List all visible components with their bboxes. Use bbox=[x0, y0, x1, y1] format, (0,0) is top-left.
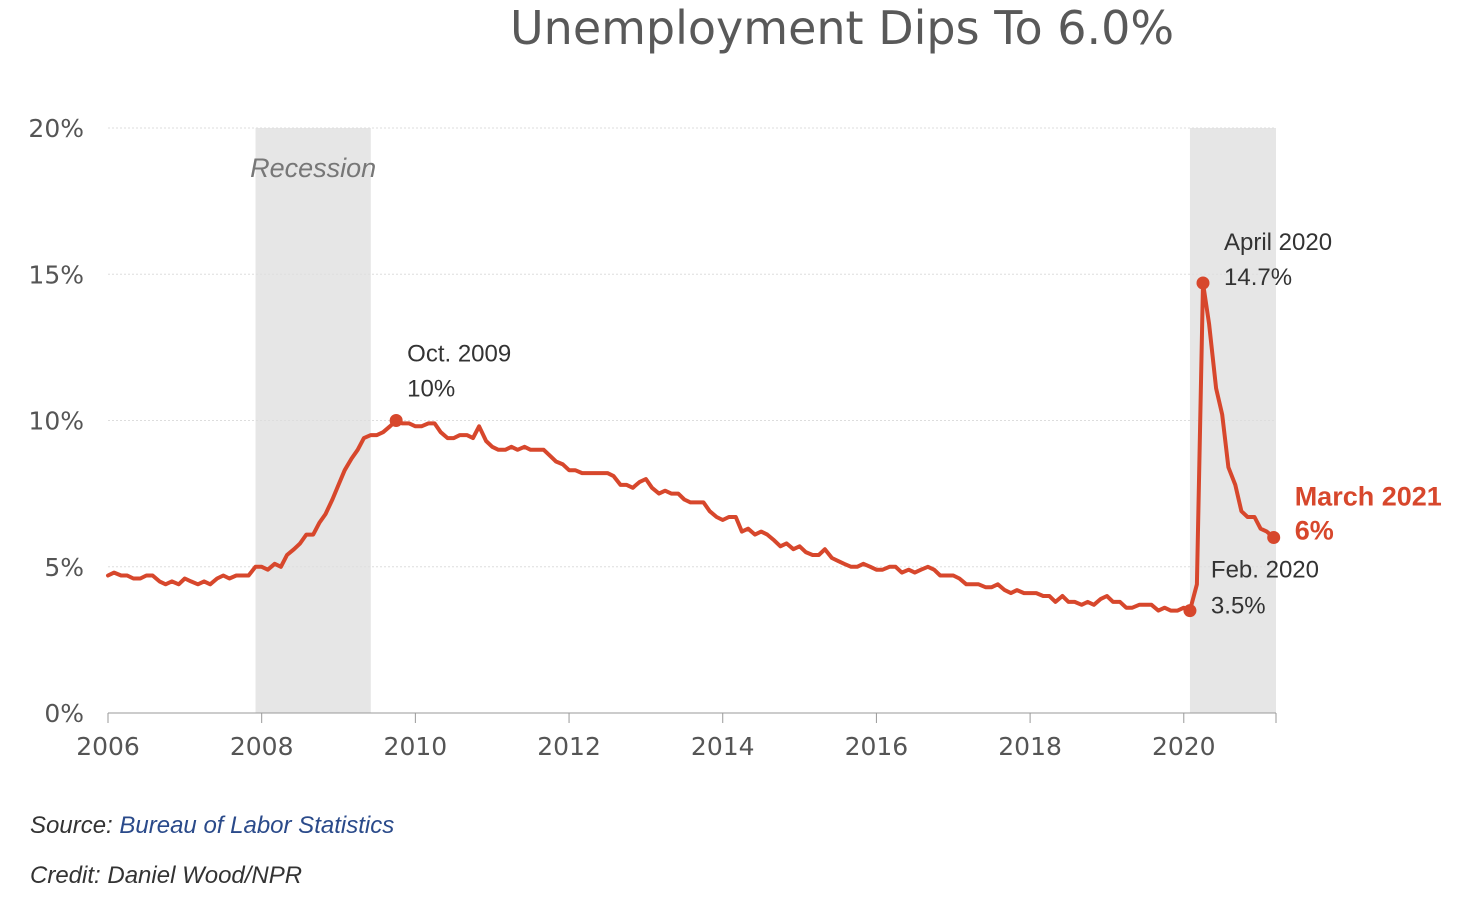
annotation-label: 14.7% bbox=[1224, 264, 1292, 291]
x-tick-label: 2012 bbox=[537, 732, 601, 761]
annotation-label: March 2021 bbox=[1295, 482, 1442, 512]
y-tick-label: 10% bbox=[28, 407, 84, 436]
y-tick-label: 20% bbox=[28, 114, 84, 143]
source-line: Source: Bureau of Labor Statistics bbox=[30, 812, 394, 840]
annotation-label: Oct. 2009 bbox=[407, 341, 511, 368]
credit-line: Credit: Daniel Wood/NPR bbox=[30, 862, 303, 889]
annotation-marker bbox=[1183, 604, 1197, 618]
chart-title: Unemployment Dips To 6.0% bbox=[510, 1, 1174, 55]
annotation-marker bbox=[1267, 531, 1281, 544]
gridlines bbox=[108, 127, 1276, 568]
x-tick-label: 2006 bbox=[76, 732, 140, 761]
x-tick-label: 2020 bbox=[1152, 732, 1216, 761]
source-link[interactable]: Bureau of Labor Statistics bbox=[119, 812, 395, 839]
series-lines bbox=[106, 281, 1276, 613]
y-tick-label: 15% bbox=[28, 260, 84, 289]
annotation-label: 3.5% bbox=[1211, 593, 1266, 620]
x-tick-label: 2018 bbox=[998, 732, 1062, 761]
annotation-label: 10% bbox=[407, 376, 455, 403]
y-tick-label: 0% bbox=[44, 699, 84, 728]
x-tick-label: 2010 bbox=[384, 732, 448, 761]
annotation-label: 6% bbox=[1295, 516, 1334, 546]
y-tick-label: 5% bbox=[44, 553, 84, 582]
x-tick-label: 2016 bbox=[845, 732, 909, 761]
x-tick-label: 2008 bbox=[230, 732, 294, 761]
series-line bbox=[106, 281, 1276, 613]
chart: Unemployment Dips To 6.0% Recession 0% 5%… bbox=[28, 1, 1442, 761]
annotation-marker bbox=[389, 414, 403, 427]
annotation-marker bbox=[1196, 276, 1210, 290]
axes: 0% 5% 10% 15% 20% 2006 2008 2010 2012 2014 2016 201… bbox=[28, 114, 1277, 761]
source-label: Source: bbox=[30, 812, 120, 839]
recession-label: Recession bbox=[250, 153, 376, 183]
annotations: Oct. 2009 10% April 2020 14.7% Feb. 2020 3.5%… bbox=[389, 229, 1442, 620]
x-tick-label: 2014 bbox=[691, 732, 755, 761]
annotation-label: April 2020 bbox=[1224, 229, 1332, 256]
annotation-label: Feb. 2020 bbox=[1211, 557, 1319, 584]
